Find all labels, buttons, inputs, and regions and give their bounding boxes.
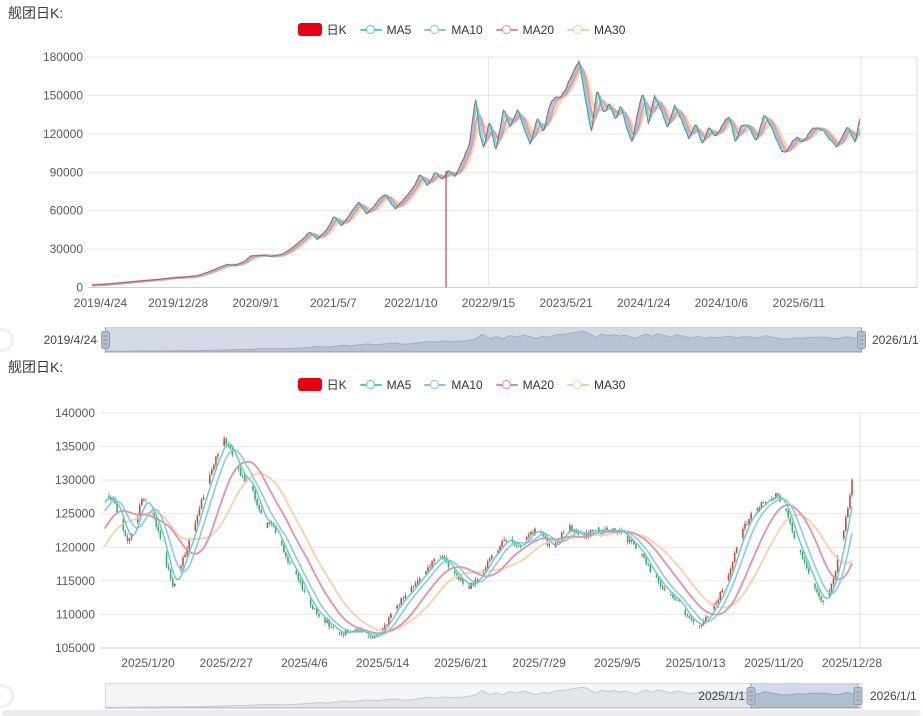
- legend-item-ma10[interactable]: MA10: [424, 377, 483, 392]
- legend-top: 日K MA5 MA10 MA20 MA30: [0, 21, 923, 38]
- grid-bottom: 105000 110000 115000 120000 125000 130000 1350…: [55, 406, 920, 670]
- svg-text:2023/5/21: 2023/5/21: [539, 296, 593, 310]
- datazoom-top-track[interactable]: [0, 325, 923, 355]
- ma10-line-icon: [424, 24, 447, 35]
- legend-label: MA20: [522, 377, 555, 392]
- legend-label: MA30: [594, 377, 626, 392]
- svg-text:2024/10/6: 2024/10/6: [695, 296, 749, 310]
- ma30-line-icon: [567, 24, 590, 35]
- kline-swatch-icon: [297, 378, 322, 391]
- datazoom-handle-right[interactable]: [857, 327, 866, 353]
- chart-top-title: 舰团日K:: [8, 5, 64, 21]
- legend-item-ma5[interactable]: MA5: [359, 22, 412, 37]
- svg-text:2025/5/14: 2025/5/14: [356, 656, 410, 670]
- svg-text:2025/4/6: 2025/4/6: [281, 656, 328, 670]
- legend-label: 日K: [326, 378, 347, 392]
- ma30-line-icon: [567, 379, 590, 390]
- datazoom-handle-left[interactable]: [746, 683, 756, 709]
- legend-item-ma20[interactable]: MA20: [495, 22, 555, 37]
- candlestick-series: [108, 435, 853, 640]
- datazoom-selection[interactable]: [751, 683, 858, 709]
- svg-text:2024/1/24: 2024/1/24: [617, 296, 671, 310]
- svg-text:2025/6/21: 2025/6/21: [434, 656, 488, 670]
- legend-item-ma10[interactable]: MA10: [424, 22, 483, 37]
- svg-text:110000: 110000: [56, 607, 95, 621]
- datazoom-bottom-start-label: 2025/1/1: [698, 689, 745, 703]
- svg-text:125000: 125000: [55, 507, 95, 521]
- legend-label: MA30: [594, 22, 626, 37]
- legend-item-ma20[interactable]: MA20: [495, 377, 555, 392]
- svg-text:150000: 150000: [43, 88, 83, 102]
- svg-text:90000: 90000: [50, 165, 84, 179]
- legend-label: MA10: [451, 22, 483, 37]
- datazoom-top-start-label: 2019/4/24: [43, 333, 97, 347]
- ma5-line-icon: [359, 24, 382, 35]
- legend-item-kline[interactable]: 日K: [297, 21, 347, 38]
- svg-text:60000: 60000: [50, 204, 84, 218]
- svg-text:135000: 135000: [55, 440, 95, 454]
- svg-text:2025/9/5: 2025/9/5: [594, 656, 641, 670]
- svg-text:140000: 140000: [55, 406, 95, 420]
- legend-label: MA10: [451, 377, 483, 392]
- svg-text:2021/5/7: 2021/5/7: [310, 296, 357, 310]
- svg-text:115000: 115000: [56, 574, 95, 588]
- datazoom-bottom-track[interactable]: [0, 681, 923, 711]
- svg-text:2025/2/27: 2025/2/27: [200, 656, 254, 670]
- svg-text:2025/11/20: 2025/11/20: [744, 656, 803, 670]
- grid-top: 0 30000 60000 90000 120000 150000 180000 2019/4…: [43, 50, 918, 310]
- series-top: [91, 60, 861, 288]
- series-bottom: [104, 435, 853, 640]
- chart-bottom-canvas[interactable]: 105000 110000 115000 120000 125000 130000 1350…: [0, 395, 923, 680]
- datazoom-top: 2019/4/24 2026/1/1: [0, 325, 923, 355]
- edge-ring-decoration: [0, 684, 14, 708]
- svg-text:105000: 105000: [55, 641, 95, 655]
- svg-text:0: 0: [76, 281, 83, 295]
- ma20-line-icon: [495, 379, 518, 390]
- legend-label: 日K: [326, 23, 347, 37]
- ma10-line-icon: [424, 379, 447, 390]
- horizontal-scrollbar[interactable]: [2, 710, 921, 716]
- datazoom-selection[interactable]: [105, 327, 862, 353]
- legend-item-ma30[interactable]: MA30: [567, 378, 625, 392]
- legend-bottom: 日K MA5 MA10 MA20 MA30: [0, 376, 923, 393]
- svg-text:2022/9/15: 2022/9/15: [462, 296, 516, 310]
- datazoom-top-end-label: 2026/1/1: [872, 333, 919, 347]
- chart-bottom-title: 舰团日K:: [8, 359, 64, 375]
- svg-text:2025/7/29: 2025/7/29: [512, 656, 566, 670]
- chart-top-canvas[interactable]: 0 30000 60000 90000 120000 150000 180000 2019/4…: [0, 40, 923, 325]
- svg-text:2025/12/28: 2025/12/28: [822, 656, 882, 670]
- datazoom-handle-right[interactable]: [853, 683, 863, 709]
- legend-label: MA5: [386, 377, 412, 392]
- svg-text:130000: 130000: [55, 473, 95, 487]
- ma20-line-icon: [495, 24, 518, 35]
- svg-text:2025/6/11: 2025/6/11: [773, 296, 826, 310]
- svg-text:180000: 180000: [43, 50, 83, 64]
- svg-text:2019/12/28: 2019/12/28: [148, 296, 208, 310]
- legend-label: MA5: [386, 22, 412, 37]
- svg-text:2025/10/13: 2025/10/13: [666, 656, 726, 670]
- svg-text:2022/1/10: 2022/1/10: [384, 296, 438, 310]
- legend-item-ma30[interactable]: MA30: [567, 23, 625, 37]
- legend-label: MA20: [522, 22, 555, 37]
- svg-text:120000: 120000: [55, 540, 95, 554]
- svg-text:30000: 30000: [50, 242, 84, 256]
- ma5-line-icon: [359, 379, 382, 390]
- svg-text:120000: 120000: [43, 127, 83, 141]
- legend-item-ma5[interactable]: MA5: [359, 377, 412, 392]
- svg-text:2020/9/1: 2020/9/1: [232, 296, 279, 310]
- edge-ring-decoration: [0, 328, 14, 352]
- legend-item-kline[interactable]: 日K: [297, 376, 347, 393]
- svg-text:2019/4/24: 2019/4/24: [74, 296, 128, 310]
- datazoom-handle-left[interactable]: [101, 327, 110, 353]
- datazoom-bottom-end-label: 2026/1/1: [870, 689, 917, 703]
- datazoom-bottom: 2025/1/1 2026/1/1: [0, 681, 923, 711]
- kline-swatch-icon: [297, 23, 322, 36]
- svg-text:2025/1/20: 2025/1/20: [121, 656, 175, 670]
